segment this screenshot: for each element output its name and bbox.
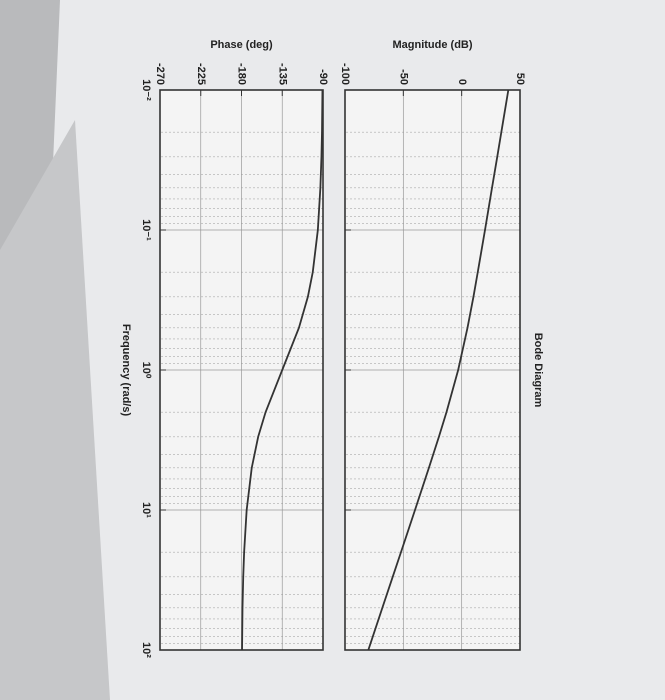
line [241, 89, 324, 651]
x-tick-label: 10⁻¹ [140, 219, 152, 241]
y-tick-label: 0 [456, 79, 468, 85]
frame [344, 89, 521, 651]
frame [159, 89, 324, 651]
x-tick-label: 10¹ [140, 502, 152, 518]
y-tick-label: -50 [397, 69, 409, 85]
x-tick-label: 10⁻² [140, 79, 152, 101]
y-axis-label: Magnitude (dB) [392, 39, 472, 51]
shadow [0, 120, 110, 700]
y-tick-label: 50 [514, 73, 526, 85]
x-axis-label: Frequency (rad/s) [120, 324, 132, 417]
y-tick-label: -100 [339, 63, 351, 85]
y-tick-label: -90 [317, 69, 329, 85]
y-tick-label: -135 [276, 63, 288, 85]
y-axis-label: Phase (deg) [210, 39, 273, 51]
x-tick-label: 10⁰ [140, 362, 152, 379]
chart-title: Bode Diagram [532, 333, 544, 408]
bode-chart: Bode Diagram -100 -50 0 50 Magnitude (dB) 10⁻²… [120, 39, 544, 658]
y-tick-label: -270 [154, 63, 166, 85]
line [367, 89, 510, 651]
x-tick-label: 10² [140, 642, 152, 658]
y-tick-label: -180 [236, 63, 248, 85]
y-tick-label: -225 [195, 63, 207, 85]
